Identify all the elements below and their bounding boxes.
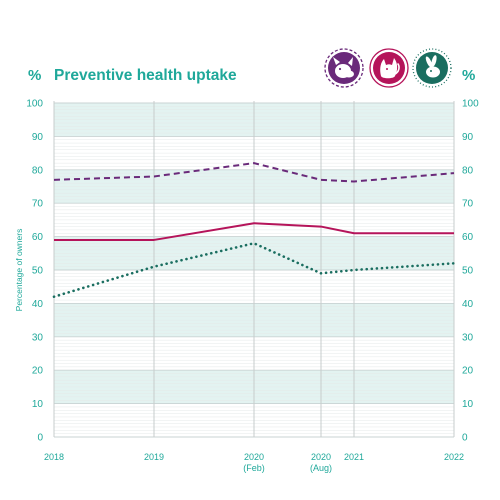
y-axis-label: Percentage of owners [14, 229, 24, 312]
x-tick-label: 2018 [44, 452, 64, 462]
y-tick-label-right: 10 [462, 399, 474, 410]
series-line-rabbit [52, 241, 456, 299]
y-tick-label-right: 20 [462, 366, 474, 377]
y-tick-label-left: 40 [32, 299, 44, 310]
cat-icon [380, 58, 400, 79]
y-tick-label-left: 20 [32, 366, 44, 377]
y-tick-label-left: 80 [32, 165, 44, 176]
y-tick-label-right: 70 [462, 199, 474, 210]
y-tick-label-left: 90 [32, 132, 44, 143]
y-tick-label-left: 50 [32, 266, 44, 277]
y-axis-right: 0 10 20 30 40 50 60 70 80 90 100 [462, 99, 479, 444]
rabbit-icon [425, 55, 440, 78]
x-tick-label: 2020 [244, 452, 264, 462]
x-tick-label: 2020 [311, 452, 331, 462]
y-tick-label-right: 100 [462, 99, 479, 110]
y-tick-label-left: 100 [26, 99, 43, 110]
legend-item-cat [369, 48, 409, 88]
y-tick-label-right: 90 [462, 132, 474, 143]
series-line-dog [53, 162, 455, 183]
vertical-gridlines [53, 101, 455, 437]
x-tick-label: 2021 [344, 452, 364, 462]
chart-title: Preventive health uptake [54, 67, 237, 84]
series-lines [52, 162, 456, 299]
y-tick-label-left: 0 [37, 433, 43, 444]
y-tick-label-left: 10 [32, 399, 44, 410]
unit-right: % [462, 67, 475, 84]
series-line-cat [54, 222, 454, 241]
y-tick-label-left: 60 [32, 232, 44, 243]
x-tick-label: 2019 [144, 452, 164, 462]
legend [324, 48, 452, 88]
y-tick-label-right: 60 [462, 232, 474, 243]
x-tick-sublabel: (Aug) [310, 463, 332, 473]
y-tick-label-left: 70 [32, 199, 44, 210]
y-tick-label-right: 50 [462, 266, 474, 277]
x-axis: 2018 2019 2020(Feb)2020(Aug)2021 2022 [44, 452, 464, 473]
y-axis-left: 0 10 20 30 40 50 60 70 80 90 100 [26, 99, 43, 444]
y-tick-label-right: 40 [462, 299, 474, 310]
dog-icon [333, 57, 354, 78]
y-tick-label-left: 30 [32, 332, 44, 343]
unit-left: % [28, 67, 41, 84]
y-tick-label-right: 30 [462, 332, 474, 343]
legend-item-dog [324, 48, 364, 88]
y-tick-label-right: 80 [462, 165, 474, 176]
x-tick-sublabel: (Feb) [243, 463, 265, 473]
y-tick-label-right: 0 [462, 433, 468, 444]
x-tick-label: 2022 [444, 452, 464, 462]
legend-item-rabbit [412, 48, 452, 88]
